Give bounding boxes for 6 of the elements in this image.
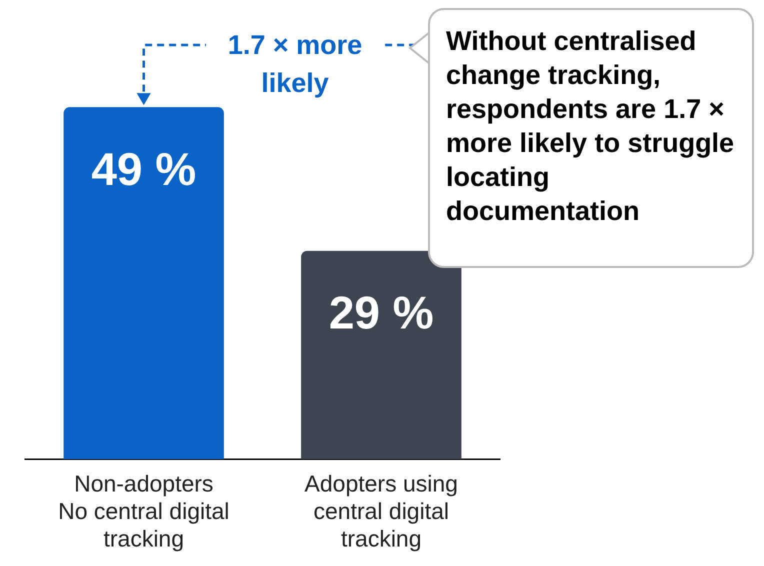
text: 1.7 × more likely	[206, 26, 384, 102]
data-label: 29 %	[328, 286, 434, 339]
x-tick-label: Adopters using central digital tracking	[304, 470, 458, 552]
annotation: Without centralised change tracking, respondents are 1.7 × more likely to struggle locating documentation	[428, 8, 754, 268]
data-label: 49 %	[91, 142, 196, 195]
x-tick-label: Non-adopters No central digital tracking	[58, 470, 230, 552]
